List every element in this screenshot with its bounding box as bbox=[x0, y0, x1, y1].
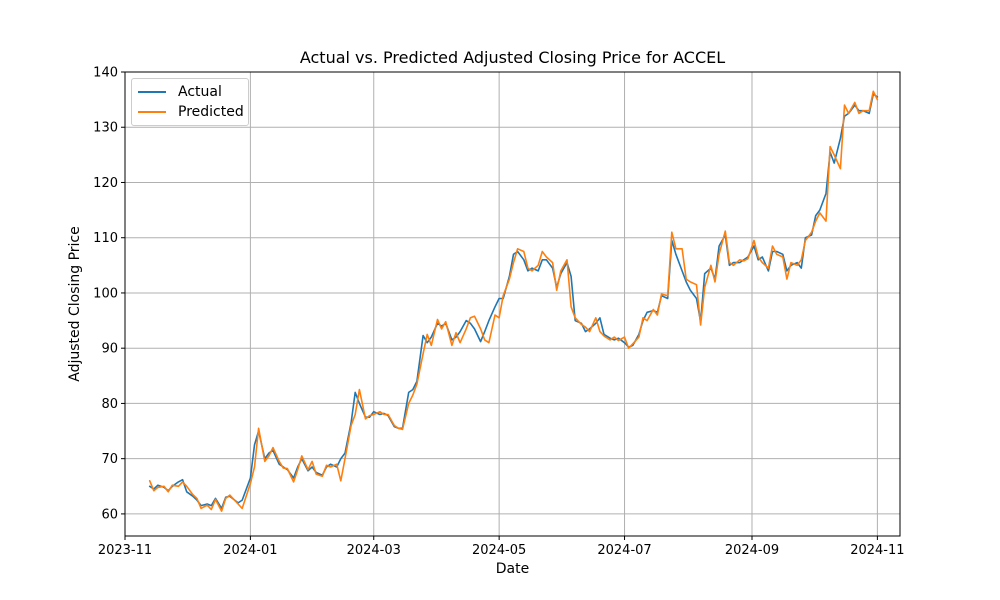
y-tick-label: 70 bbox=[101, 452, 118, 467]
legend-item-actual: Actual bbox=[138, 82, 222, 102]
legend-label-predicted: Predicted bbox=[178, 104, 244, 120]
legend-label-actual: Actual bbox=[178, 84, 222, 100]
grid-layer bbox=[124, 71, 900, 536]
y-tick-label: 90 bbox=[101, 342, 118, 357]
x-tick-label: 2024-01 bbox=[223, 543, 277, 558]
y-tick-label: 110 bbox=[93, 231, 118, 246]
y-axis-label: Adjusted Closing Price bbox=[67, 226, 83, 382]
y-tick-label: 60 bbox=[101, 507, 118, 522]
legend-swatch-actual bbox=[138, 91, 166, 93]
y-tick-label: 120 bbox=[93, 176, 118, 191]
y-tick-label: 140 bbox=[93, 66, 118, 81]
legend: Actual Predicted bbox=[131, 78, 249, 126]
y-tick-label: 80 bbox=[101, 397, 118, 412]
tick-layer: 2023-11 2024-01 2024-03 2024-05 2024-07 2024-… bbox=[93, 66, 904, 559]
x-axis-label: Date bbox=[495, 561, 530, 577]
legend-item-predicted: Predicted bbox=[138, 102, 244, 122]
x-tick-label: 2024-09 bbox=[725, 543, 779, 558]
series-line-predicted bbox=[148, 90, 879, 512]
legend-swatch-predicted bbox=[138, 111, 166, 113]
y-tick-label: 100 bbox=[93, 286, 118, 301]
x-tick-label: 2023-11 bbox=[98, 543, 152, 558]
chart-title: Actual vs. Predicted Adjusted Closing Pr… bbox=[299, 48, 726, 67]
x-tick-label: 2024-03 bbox=[347, 543, 401, 558]
x-tick-label: 2024-11 bbox=[850, 543, 904, 558]
series-layer bbox=[148, 90, 879, 512]
axes-frame bbox=[124, 71, 901, 537]
series-line-actual bbox=[148, 93, 879, 510]
x-tick-label: 2024-07 bbox=[597, 543, 651, 558]
y-tick-label: 130 bbox=[93, 121, 118, 136]
x-tick-label: 2024-05 bbox=[472, 543, 526, 558]
